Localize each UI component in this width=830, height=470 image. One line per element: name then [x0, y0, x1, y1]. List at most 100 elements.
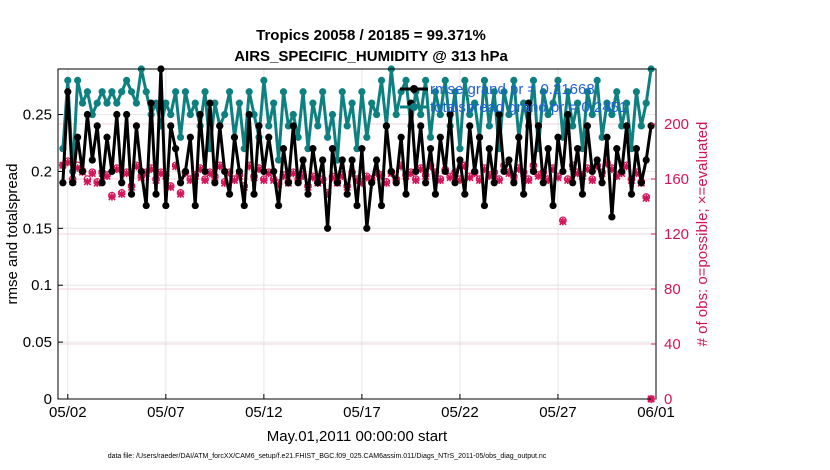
- series-1-point: [323, 133, 332, 141]
- obs-evaluated-marker: [524, 176, 533, 185]
- series-1-point: [162, 99, 170, 107]
- series-1-point: [363, 133, 371, 141]
- series-0-point: [167, 122, 175, 130]
- series-1-point: [265, 122, 273, 130]
- series-1-point: [358, 88, 366, 96]
- y2-tick-label: 200: [664, 116, 689, 133]
- series-0-point: [147, 99, 155, 107]
- series-0-point: [78, 167, 87, 176]
- series-1-point: [176, 133, 185, 141]
- series-1-point: [422, 76, 430, 84]
- y-tick-label: 0.1: [31, 277, 52, 294]
- series-1-point: [588, 110, 596, 119]
- obs-evaluated-marker: [108, 193, 116, 201]
- y-tick-label: 0.05: [23, 334, 52, 351]
- series-0-point: [515, 133, 523, 141]
- series-0-point: [338, 156, 346, 164]
- series-0-point: [299, 156, 307, 164]
- series-0-point: [69, 179, 77, 187]
- obs-evaluated-marker: [412, 176, 420, 185]
- series-0-point: [162, 201, 170, 210]
- series-0-point: [127, 190, 136, 198]
- series-1-point: [529, 76, 538, 84]
- series-1-point: [235, 99, 243, 107]
- series-1-point: [368, 99, 376, 107]
- series-0-point: [392, 179, 400, 187]
- series-0-point: [475, 133, 484, 141]
- series-0-point: [544, 145, 552, 153]
- series-0-point: [98, 179, 106, 187]
- series-1-point: [505, 110, 513, 119]
- series-1-point: [167, 110, 175, 119]
- series-0-point: [466, 122, 474, 130]
- series-1-point: [466, 110, 474, 119]
- series-0-point: [593, 156, 601, 164]
- y2-tick-label: 0: [664, 391, 672, 408]
- series-0-point: [618, 167, 626, 176]
- x-axis-label: May.01,2011 00:00:00 start: [267, 428, 448, 445]
- series-0-point: [446, 110, 454, 119]
- series-1-point: [142, 88, 150, 96]
- series-0-point: [250, 190, 258, 198]
- obs-evaluated-marker: [117, 190, 126, 198]
- series-1-point: [74, 76, 82, 84]
- series-0-point: [573, 145, 582, 153]
- series-1-point: [471, 99, 479, 107]
- series-0-point: [304, 190, 312, 198]
- series-0-point: [245, 110, 253, 119]
- series-0-point: [328, 145, 337, 153]
- series-0-point: [637, 179, 645, 187]
- series-1-point: [539, 88, 547, 96]
- series-0-point: [578, 190, 587, 198]
- series-0-point: [549, 201, 557, 210]
- series-1-point: [78, 99, 87, 107]
- obs-evaluated-marker: [176, 190, 185, 198]
- series-0-point: [333, 179, 341, 187]
- y-tick-label: 0.2: [31, 163, 52, 180]
- series-0-point: [441, 167, 449, 176]
- series-0-point: [368, 179, 376, 187]
- obs-evaluated-marker: [588, 176, 597, 185]
- series-0-point: [118, 179, 126, 187]
- series-0-point: [559, 167, 567, 176]
- series-1-point: [118, 88, 126, 96]
- series-1-point: [299, 88, 307, 96]
- series-0-point: [456, 156, 464, 164]
- series-1-point: [343, 122, 351, 130]
- series-1-point: [103, 99, 111, 107]
- series-0-point: [123, 110, 131, 119]
- x-tick-label: 05/12: [245, 404, 283, 421]
- series-1-point: [441, 76, 449, 84]
- series-0-point: [142, 201, 150, 210]
- series-0-point: [196, 110, 204, 119]
- series-0-point: [294, 179, 302, 187]
- series-0-point: [206, 99, 214, 107]
- series-1-point: [436, 110, 444, 119]
- series-1-point: [328, 110, 337, 119]
- series-0-point: [132, 122, 141, 130]
- series-1-point: [485, 122, 493, 130]
- series-0-point: [539, 179, 547, 187]
- series-0-point: [176, 179, 185, 187]
- y2-axis-ticks: 0 40 80 120 160 200: [651, 116, 689, 408]
- series-0-point: [490, 179, 498, 187]
- x-tick-label: 05/22: [441, 404, 479, 421]
- series-0-point: [564, 110, 572, 119]
- series-1-point: [564, 88, 572, 96]
- series-1-point: [583, 88, 591, 96]
- y2-tick-label: 160: [664, 171, 689, 188]
- y2-tick-label: 80: [664, 281, 681, 298]
- series-1-point: [260, 76, 268, 84]
- series-1-point: [573, 99, 582, 107]
- series-1-point: [294, 133, 302, 141]
- x-axis-ticks: 05/02 05/07 05/12 05/17 05/22 05/27 06/01: [49, 394, 675, 421]
- series-0-point: [363, 224, 371, 232]
- series-0-point: [495, 110, 503, 119]
- series-1-point: [132, 99, 141, 107]
- series-1-point: [510, 76, 518, 84]
- series-1-point: [613, 88, 621, 96]
- legend-rmse-label: rmse grand pr = 0.21668: [430, 81, 595, 98]
- series-0-point: [632, 145, 640, 153]
- series-0-point: [235, 167, 243, 176]
- obs-evaluated-marker: [446, 173, 454, 182]
